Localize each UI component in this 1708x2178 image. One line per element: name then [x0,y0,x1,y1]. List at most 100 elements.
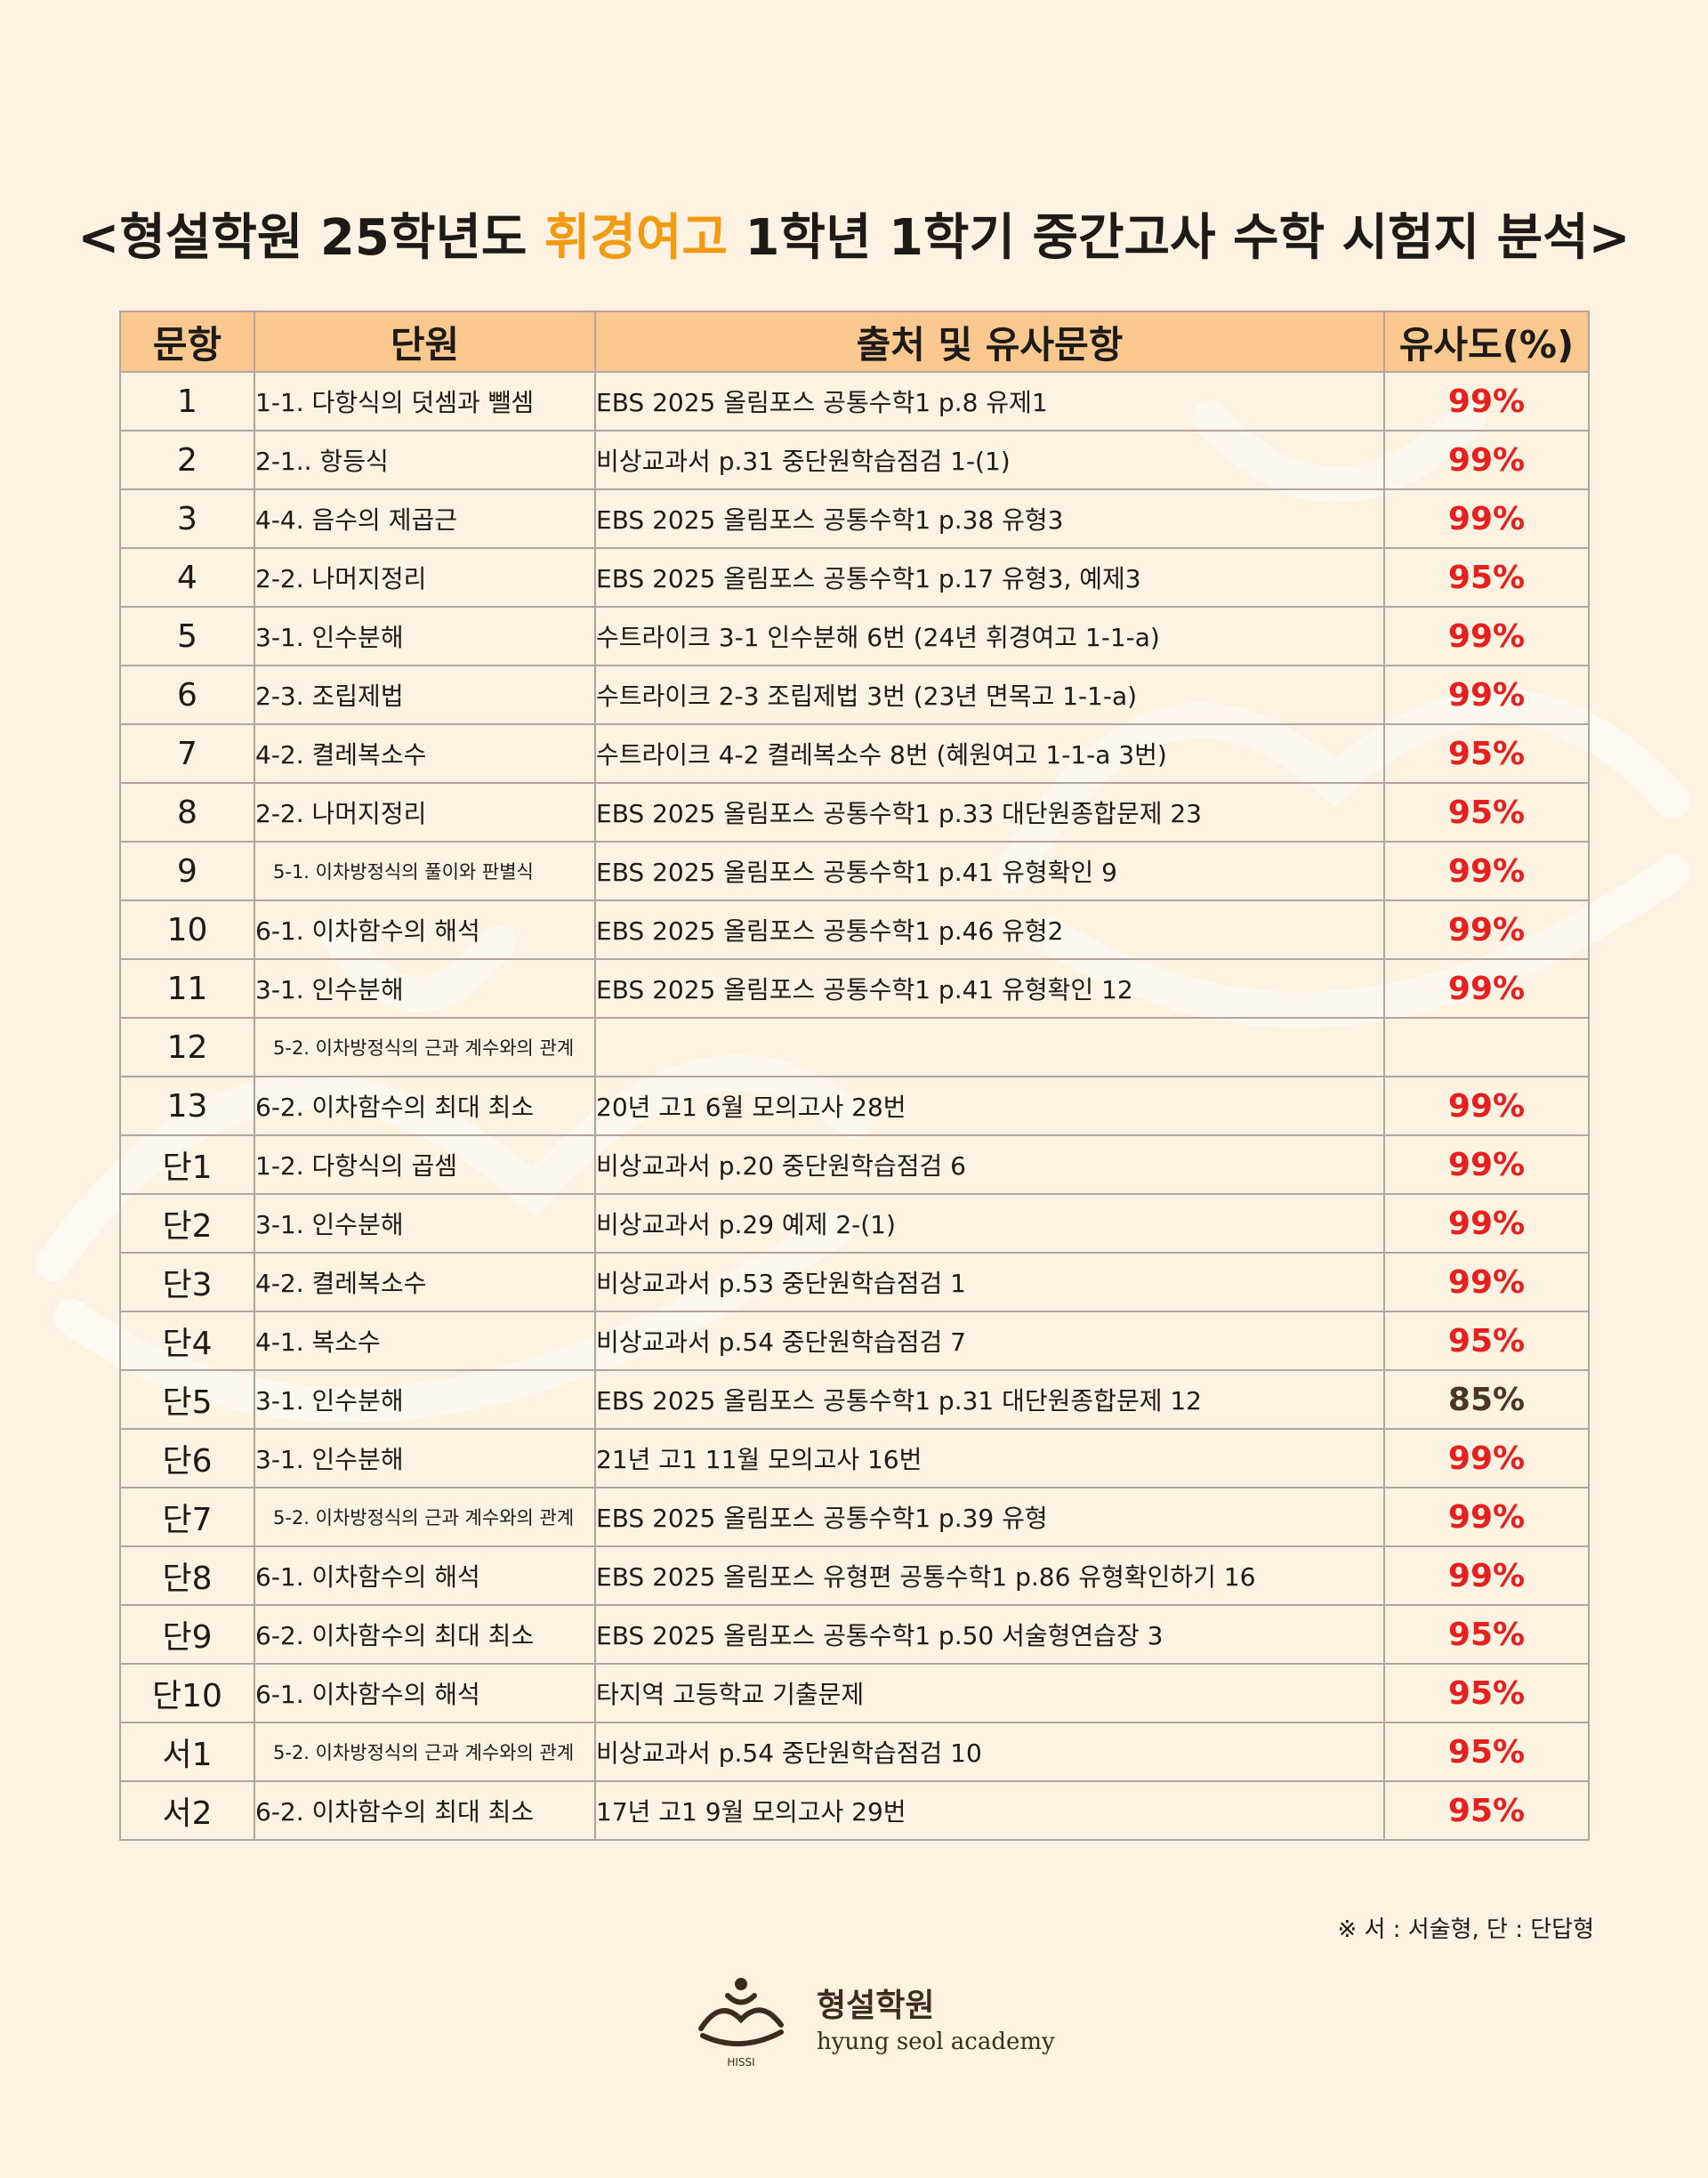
unit-name: 6-1. 이차함수의 해석 [254,1663,596,1723]
table-row: 13 6-2. 이차함수의 최대 최소 20년 고1 6월 모의고사 28번 99% [119,1076,1590,1136]
source-text: 수트라이크 2-3 조립제법 3번 (23년 면목고 1-1-a) [594,665,1385,725]
footnote: ※ 서 : 서술형, 단 : 단답형 [1337,1916,1594,1943]
table-row: 서1 5-2. 이차방정식의 근과 계수와의 관계 비상교과서 p.54 중단원학습… [119,1722,1590,1782]
table-row: 단4 4-1. 복소수 비상교과서 p.54 중단원학습점검 7 95% [119,1311,1590,1371]
unit-name: 3-1. 인수분해 [254,1193,596,1254]
header-unit: 단원 [254,311,596,373]
table-row: 단5 3-1. 인수분해 EBS 2025 올림포스 공통수학1 p.31 대단원종… [119,1369,1590,1430]
table-body: 1 1-1. 다항식의 덧셈과 뺄셈 EBS 2025 올림포스 공통수학1 p.8… [119,371,1590,1841]
unit-name: 4-1. 복소수 [254,1311,596,1371]
question-number: 서2 [119,1780,255,1841]
source-text: EBS 2025 올림포스 공통수학1 p.46 유형2 [594,899,1385,960]
source-text: 비상교과서 p.53 중단원학습점검 1 [594,1252,1385,1312]
table-row: 단2 3-1. 인수분해 비상교과서 p.29 예제 2-(1) 99% [119,1193,1590,1254]
unit-name: 2-2. 나머지정리 [254,547,596,608]
question-number: 13 [119,1076,255,1136]
table-row: 8 2-2. 나머지정리 EBS 2025 올림포스 공통수학1 p.33 대단원종… [119,782,1590,843]
unit-name: 3-1. 인수분해 [254,1369,596,1430]
similarity-percent: 99% [1383,1134,1590,1195]
table-row: 5 3-1. 인수분해 수트라이크 3-1 인수분해 6번 (24년 휘경여고 1-… [119,606,1590,666]
table-row: 단6 3-1. 인수분해 21년 고1 11월 모의고사 16번 99% [119,1428,1590,1488]
question-number: 1 [119,371,255,432]
header-question-no: 문항 [119,311,255,373]
academy-logo-icon: HISSI [698,1978,784,2069]
similarity-percent: 99% [1383,958,1590,1019]
similarity-percent: 99% [1383,1076,1590,1136]
source-text: EBS 2025 올림포스 공통수학1 p.8 유제1 [594,371,1385,432]
source-text: EBS 2025 올림포스 공통수학1 p.41 유형확인 9 [594,841,1385,901]
question-number: 단10 [119,1663,255,1723]
question-number: 12 [119,1017,255,1077]
unit-name: 6-2. 이차함수의 최대 최소 [254,1076,596,1136]
question-number: 단5 [119,1369,255,1430]
table-row: 1 1-1. 다항식의 덧셈과 뺄셈 EBS 2025 올림포스 공통수학1 p.8… [119,371,1590,432]
brand-name-korean: 형설학원 [817,1987,935,2024]
table-row: 단8 6-1. 이차함수의 해석 EBS 2025 올림포스 유형편 공통수학1 p… [119,1545,1590,1606]
question-number: 2 [119,430,255,490]
unit-name: 1-2. 다항식의 곱셈 [254,1134,596,1195]
source-text: EBS 2025 올림포스 공통수학1 p.50 서술형연습장 3 [594,1604,1385,1665]
similarity-percent: 99% [1383,606,1590,666]
similarity-percent [1383,1017,1590,1077]
table-header-row: 문항 단원 출처 및 유사문항 유사도(%) [119,311,1590,373]
source-text: 20년 고1 6월 모의고사 28번 [594,1076,1385,1136]
similarity-percent: 95% [1383,1311,1590,1371]
similarity-percent: 99% [1383,1252,1590,1312]
question-number: 단4 [119,1311,255,1371]
unit-name: 2-3. 조립제법 [254,665,596,725]
source-text: EBS 2025 올림포스 공통수학1 p.39 유형 [594,1487,1385,1547]
table-row: 서2 6-2. 이차함수의 최대 최소 17년 고1 9월 모의고사 29번 95% [119,1780,1590,1841]
similarity-percent: 95% [1383,723,1590,784]
page-title: <형설학원 25학년도 휘경여고 1학년 1학기 중간고사 수학 시험지 분석> [77,209,1631,267]
question-number: 서1 [119,1722,255,1782]
table-row: 2 2-1.. 항등식 비상교과서 p.31 중단원학습점검 1-(1) 99% [119,430,1590,490]
similarity-percent: 95% [1383,1722,1590,1782]
question-number: 11 [119,958,255,1019]
question-number: 단9 [119,1604,255,1665]
table-row: 단3 4-2. 켤레복소수 비상교과서 p.53 중단원학습점검 1 99% [119,1252,1590,1312]
similarity-percent: 99% [1383,430,1590,490]
question-number: 단8 [119,1545,255,1606]
similarity-percent: 95% [1383,1663,1590,1723]
source-text: 수트라이크 3-1 인수분해 6번 (24년 휘경여고 1-1-a) [594,606,1385,666]
unit-name: 5-1. 이차방정식의 풀이와 판별식 [254,841,596,901]
unit-name: 1-1. 다항식의 덧셈과 뺄셈 [254,371,596,432]
source-text: 비상교과서 p.54 중단원학습점검 10 [594,1722,1385,1782]
unit-name: 4-4. 음수의 제곱근 [254,488,596,549]
similarity-percent: 85% [1383,1369,1590,1430]
source-text: EBS 2025 올림포스 공통수학1 p.17 유형3, 예제3 [594,547,1385,608]
source-text: EBS 2025 올림포스 공통수학1 p.38 유형3 [594,488,1385,549]
table-row: 11 3-1. 인수분해 EBS 2025 올림포스 공통수학1 p.41 유형확인… [119,958,1590,1019]
similarity-percent: 99% [1383,1545,1590,1606]
brand-name-english: hyung seol academy [817,2029,1055,2055]
similarity-percent: 99% [1383,488,1590,549]
unit-name: 5-2. 이차방정식의 근과 계수와의 관계 [254,1722,596,1782]
table-row: 단10 6-1. 이차함수의 해석 타지역 고등학교 기출문제 95% [119,1663,1590,1723]
unit-name: 4-2. 켤레복소수 [254,1252,596,1312]
similarity-percent: 95% [1383,547,1590,608]
table-row: 3 4-4. 음수의 제곱근 EBS 2025 올림포스 공통수학1 p.38 유형… [119,488,1590,549]
source-text [594,1017,1385,1077]
question-number: 4 [119,547,255,608]
question-number: 단6 [119,1428,255,1488]
question-number: 단7 [119,1487,255,1547]
unit-name: 6-2. 이차함수의 최대 최소 [254,1604,596,1665]
unit-name: 6-2. 이차함수의 최대 최소 [254,1780,596,1841]
unit-name: 2-1.. 항등식 [254,430,596,490]
source-text: 17년 고1 9월 모의고사 29번 [594,1780,1385,1841]
similarity-percent: 99% [1383,371,1590,432]
unit-name: 2-2. 나머지정리 [254,782,596,843]
table-row: 6 2-3. 조립제법 수트라이크 2-3 조립제법 3번 (23년 면목고 1-1… [119,665,1590,725]
similarity-percent: 95% [1383,1780,1590,1841]
source-text: 비상교과서 p.29 예제 2-(1) [594,1193,1385,1254]
analysis-table: 문항 단원 출처 및 유사문항 유사도(%) 1 1-1. 다항식의 덧셈과 뺄셈… [119,311,1590,1841]
school-name-highlight: 휘경여고 [544,209,728,267]
question-number: 5 [119,606,255,666]
unit-name: 3-1. 인수분해 [254,606,596,666]
table-row: 4 2-2. 나머지정리 EBS 2025 올림포스 공통수학1 p.17 유형3,… [119,547,1590,608]
unit-name: 3-1. 인수분해 [254,958,596,1019]
similarity-percent: 99% [1383,1193,1590,1254]
source-text: EBS 2025 올림포스 유형편 공통수학1 p.86 유형확인하기 16 [594,1545,1385,1606]
unit-name: 5-2. 이차방정식의 근과 계수와의 관계 [254,1017,596,1077]
unit-name: 5-2. 이차방정식의 근과 계수와의 관계 [254,1487,596,1547]
